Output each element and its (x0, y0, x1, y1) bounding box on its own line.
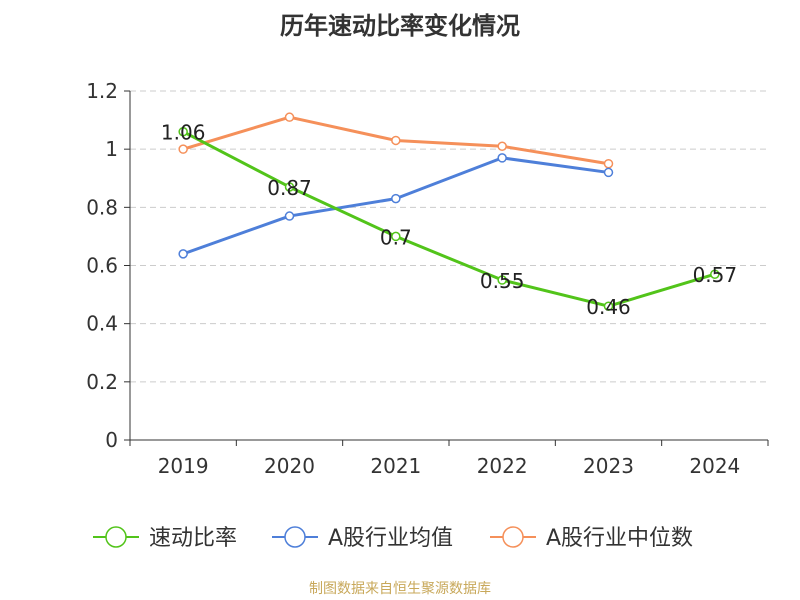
legend-label: 速动比率 (149, 526, 237, 551)
data-point (603, 158, 614, 169)
data-label: 0.87 (267, 176, 312, 200)
legend-item: 速动比率 (93, 526, 237, 551)
legend-label: A股行业均值 (328, 526, 453, 551)
data-label: 0.57 (693, 263, 738, 287)
x-tick-label: 2021 (370, 454, 421, 478)
legend-marker (284, 526, 306, 548)
y-tick-label: 0.2 (86, 370, 118, 394)
data-point (391, 193, 401, 204)
data-label: 0.7 (380, 225, 412, 249)
chart-title: 历年速动比率变化情况 (280, 12, 520, 40)
y-tick-label: 0.4 (86, 312, 118, 336)
y-tick-label: 0 (105, 428, 118, 452)
data-point (284, 112, 295, 122)
data-label: 1.06 (161, 121, 206, 145)
y-tick-label: 0.6 (86, 254, 118, 278)
data-point (391, 135, 401, 146)
data-point (603, 167, 614, 178)
legend-item: A股行业中位数 (490, 526, 693, 551)
data-label: 0.55 (480, 269, 525, 293)
x-tick-label: 2022 (477, 454, 528, 478)
x-tick-label: 2019 (158, 454, 209, 478)
legend-marker (502, 526, 524, 548)
data-point (497, 275, 507, 285)
legend-item: A股行业均值 (272, 526, 453, 551)
series-line-0 (182, 130, 716, 308)
data-point (391, 231, 401, 242)
data-point (497, 153, 507, 163)
data-point (710, 269, 720, 279)
y-tick-label: 0.8 (86, 195, 118, 219)
source-note: 制图数据来自恒生聚源数据库 (309, 581, 491, 597)
y-tick-label: 1.2 (86, 79, 118, 103)
data-label: 0.46 (586, 295, 631, 319)
x-tick-label: 2024 (689, 454, 740, 478)
data-point (603, 301, 614, 311)
x-tick-label: 2020 (264, 454, 315, 478)
data-point (284, 211, 295, 221)
data-point (284, 182, 295, 192)
legend-marker (105, 526, 127, 548)
data-point (178, 144, 188, 154)
data-point (178, 126, 188, 137)
y-tick-label: 1 (105, 137, 118, 161)
data-point (497, 141, 507, 152)
legend-label: A股行业中位数 (546, 526, 693, 551)
data-point (178, 249, 188, 259)
x-tick-label: 2023 (583, 454, 634, 478)
